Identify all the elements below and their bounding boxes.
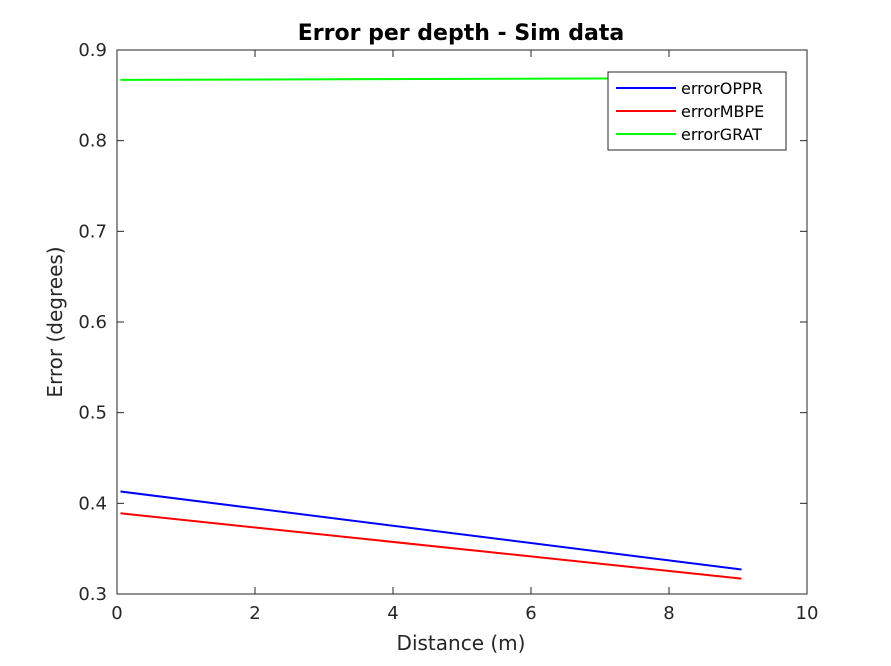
legend-label-errorGRAT: errorGRAT (681, 125, 762, 144)
y-tick-label: 0.6 (78, 312, 107, 333)
x-tick-label: 8 (663, 603, 674, 624)
chart-title: Error per depth - Sim data (298, 21, 625, 46)
x-tick-label: 0 (111, 603, 122, 624)
y-tick-label: 0.8 (78, 131, 107, 152)
x-axis-label: Distance (m) (397, 631, 526, 655)
x-tick-label: 2 (249, 603, 260, 624)
series-line-errorMBPE (120, 512, 742, 580)
y-tick-label: 0.5 (78, 403, 107, 424)
legend-label-errorMBPE: errorMBPE (681, 102, 764, 121)
x-tick-label: 6 (525, 603, 536, 624)
legend: errorOPPR errorMBPE errorGRAT (607, 71, 787, 151)
ticks-layer: 0 2 4 6 8 10 0.3 0.4 0.5 0.6 0.7 0.8 0.9 (78, 40, 818, 624)
legend-label-errorOPPR: errorOPPR (681, 79, 763, 98)
axes-box (116, 49, 808, 595)
y-tick-label: 0.3 (78, 584, 107, 605)
series-line-errorOPPR (120, 490, 742, 571)
y-tick-label: 0.9 (78, 40, 107, 61)
x-tick-label: 10 (796, 603, 819, 624)
y-axis-label: Error (degrees) (43, 246, 67, 397)
y-tick-label: 0.7 (78, 221, 107, 242)
x-tick-label: 4 (387, 603, 398, 624)
y-tick-label: 0.4 (78, 493, 107, 514)
